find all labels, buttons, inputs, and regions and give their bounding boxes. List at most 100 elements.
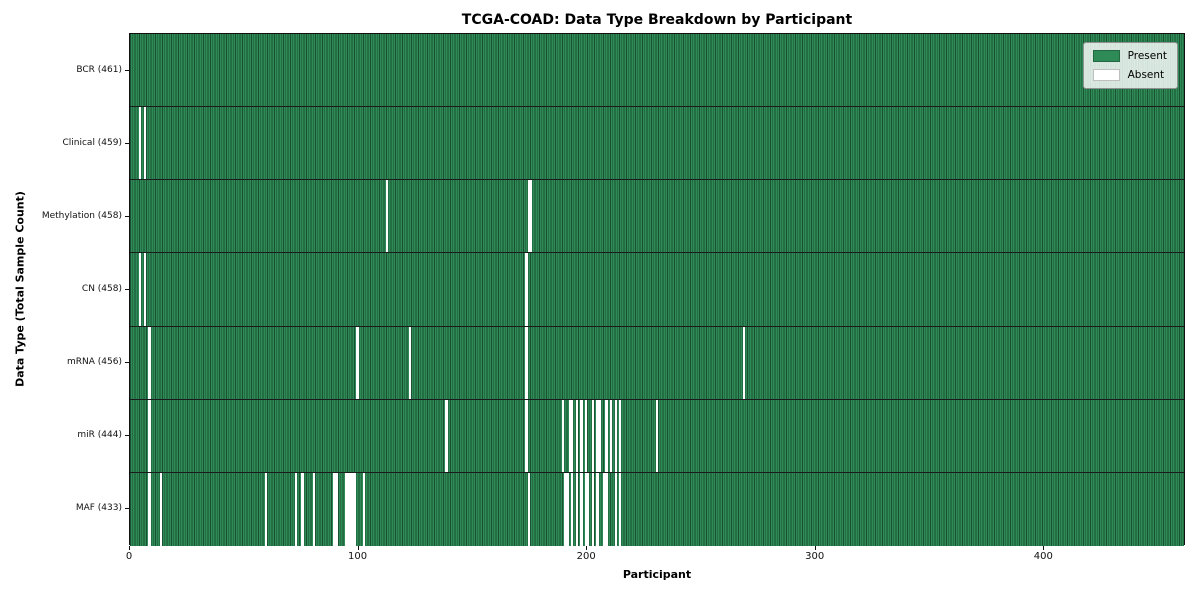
y-tick-label-cn: CN (458)	[81, 284, 122, 294]
absent-stripe	[575, 472, 578, 546]
absent-stripe	[584, 472, 588, 546]
heatmap-row-mrna	[130, 326, 1184, 400]
heatmap-row-cn	[130, 253, 1184, 327]
x-tick-label-200: 200	[576, 551, 596, 562]
absent-stripe	[596, 472, 599, 546]
x-axis-label: Participant	[622, 568, 692, 581]
absent-stripe	[619, 472, 622, 546]
absent-stripe	[344, 472, 348, 546]
heatmap-row-maf	[130, 472, 1184, 546]
absent-stripe	[587, 472, 590, 546]
y-tick-mark	[125, 435, 129, 437]
absent-stripe	[408, 326, 412, 399]
absent-stripe	[527, 472, 530, 546]
y-tick-label-maf: MAF (433)	[75, 503, 122, 514]
absent-stripe	[356, 326, 359, 399]
y-tick-label-bcr: BCR (461)	[76, 64, 122, 75]
y-tick-mark	[125, 142, 129, 144]
y-tick-mark	[125, 362, 129, 364]
y-tick-mark	[125, 215, 129, 217]
absent-swatch	[1092, 69, 1120, 81]
legend: Present Absent	[1082, 42, 1178, 89]
x-tick-mark	[1043, 546, 1045, 550]
absent-stripe	[614, 399, 617, 472]
legend-item-present: Present	[1092, 49, 1167, 62]
chart-title: TCGA-COAD: Data Type Breakdown by Partic…	[461, 12, 853, 28]
heatmap-row-bcr	[130, 34, 1184, 108]
absent-stripe	[655, 399, 658, 472]
absent-stripe	[603, 472, 606, 546]
x-tick-label-100: 100	[348, 551, 368, 562]
heatmap-row-mir	[130, 399, 1184, 473]
absent-stripe	[605, 472, 608, 546]
y-tick-label-mir: miR (444)	[77, 430, 122, 441]
absent-stripe	[386, 180, 389, 253]
absent-stripe	[530, 180, 533, 253]
absent-stripe	[333, 472, 336, 546]
heatmap-row-methylation	[130, 180, 1184, 254]
absent-stripe	[564, 472, 567, 546]
legend-item-absent: Absent	[1092, 68, 1167, 81]
x-tick-mark	[129, 546, 130, 550]
absent-stripe	[351, 472, 354, 546]
absent-stripe	[349, 472, 352, 546]
absent-stripe	[568, 399, 572, 472]
absent-stripe	[596, 399, 599, 472]
absent-stripe	[148, 472, 151, 546]
absent-stripe	[580, 399, 583, 472]
absent-stripe	[139, 253, 142, 326]
absent-stripe	[562, 399, 565, 472]
absent-stripe	[619, 399, 622, 472]
absent-stripe	[598, 399, 601, 472]
absent-stripe	[566, 472, 569, 546]
y-tick-label-methylation: Methylation (458)	[41, 210, 122, 221]
absent-stripe	[294, 472, 297, 546]
absent-stripe	[335, 472, 338, 546]
absent-stripe	[591, 472, 594, 546]
legend-label-absent: Absent	[1127, 68, 1165, 81]
absent-stripe	[347, 472, 350, 546]
absent-stripe	[363, 472, 366, 546]
absent-stripe	[584, 399, 588, 472]
absent-stripe	[148, 399, 151, 472]
absent-stripe	[610, 399, 613, 472]
present-swatch	[1092, 50, 1120, 62]
x-tick-mark	[814, 546, 816, 550]
absent-stripe	[571, 472, 574, 546]
absent-stripe	[312, 472, 316, 546]
absent-stripe	[527, 180, 530, 253]
absent-stripe	[354, 472, 357, 546]
absent-stripe	[264, 472, 268, 546]
absent-stripe	[445, 399, 448, 472]
absent-stripe	[575, 399, 578, 472]
absent-stripe	[301, 472, 304, 546]
absent-stripe	[605, 399, 608, 472]
absent-stripe	[139, 107, 142, 180]
x-tick-label-400: 400	[1033, 551, 1053, 562]
x-tick-label-300: 300	[805, 551, 825, 562]
absent-stripe	[525, 326, 528, 399]
x-tick-label-0: 0	[125, 551, 133, 562]
absent-stripe	[143, 107, 146, 180]
absent-stripe	[143, 253, 146, 326]
y-tick-label-clinical: Clinical (459)	[62, 137, 122, 148]
x-tick-mark	[357, 546, 359, 550]
absent-stripe	[580, 472, 583, 546]
y-tick-mark	[125, 289, 129, 290]
plot-area: Present Absent	[129, 33, 1185, 546]
legend-label-present: Present	[1127, 49, 1167, 62]
absent-stripe	[742, 326, 745, 399]
x-tick-mark	[586, 546, 588, 550]
absent-stripe	[159, 472, 162, 546]
y-tick-mark	[125, 508, 129, 510]
absent-stripe	[614, 472, 617, 546]
absent-stripe	[525, 399, 528, 472]
absent-stripe	[571, 399, 574, 472]
y-tick-mark	[125, 69, 129, 71]
y-tick-label-mrna: mRNA (456)	[67, 357, 122, 368]
absent-stripe	[591, 399, 594, 472]
heatmap-row-clinical	[130, 107, 1184, 181]
absent-stripe	[525, 253, 528, 326]
absent-stripe	[148, 326, 151, 399]
